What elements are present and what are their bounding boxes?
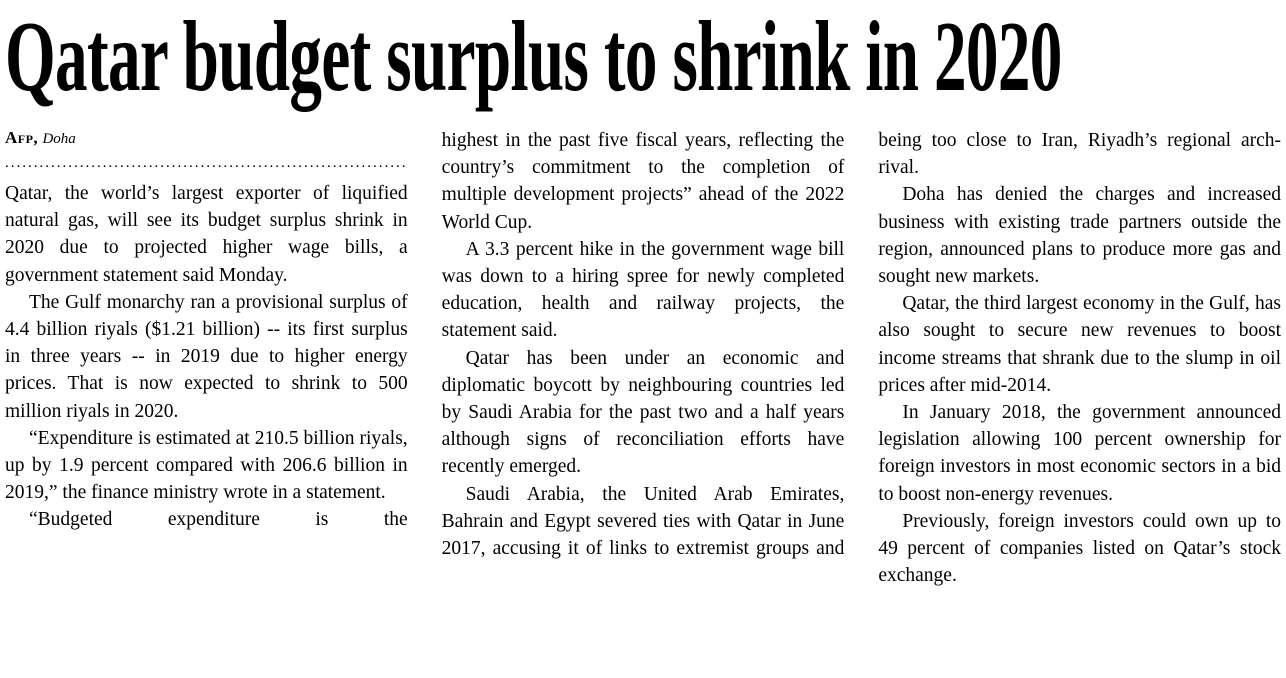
paragraph: “Budgeted expenditure is the	[29, 509, 408, 531]
paragraph: Doha has denied the charges and increase…	[878, 184, 1282, 288]
paragraph: In January 2018, the government announce…	[878, 402, 1282, 505]
paragraph: “Expenditure is estimated at 210.5 billi…	[5, 427, 408, 504]
paragraph: The Gulf monarchy ran a provisional surp…	[5, 291, 408, 422]
newspaper-article: Qatar budget surplus to shrink in 2020 A…	[5, 0, 1281, 589]
column-2: highest in the past five fiscal years, r…	[442, 127, 845, 589]
paragraph: A 3.3 percent hike in the government wag…	[441, 238, 845, 342]
paragraph: Qatar, the world’s largest exporter of l…	[5, 183, 408, 286]
paragraph: being too close to Iran, Riyadh’s region…	[878, 130, 1282, 179]
paragraph: Qatar has been under an economic and dip…	[441, 347, 845, 478]
headline: Qatar budget surplus to shrink in 2020	[5, 0, 1062, 112]
paragraph: Previously, foreign investors could own …	[878, 510, 1282, 587]
paragraph: Saudi Arabia, the United Arab Emirates, …	[441, 483, 845, 560]
byline: Afp, Doha	[5, 127, 408, 150]
paragraph: highest in the past five fiscal years, r…	[441, 130, 845, 233]
byline-separator: ........................................…	[5, 155, 408, 171]
byline-location: Doha	[42, 131, 76, 147]
article-columns: Afp, Doha ..............................…	[5, 127, 1281, 589]
column-3: being too close to Iran, Riyadh’s region…	[878, 127, 1281, 589]
paragraph: Qatar, the third largest economy in the …	[878, 293, 1282, 396]
byline-agency: Afp,	[5, 128, 39, 147]
column-1: Afp, Doha ..............................…	[5, 127, 408, 589]
